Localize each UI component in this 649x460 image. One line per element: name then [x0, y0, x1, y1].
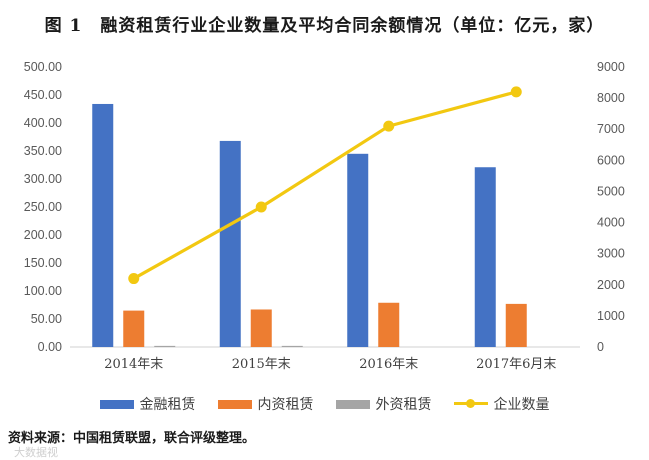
- y-left-tick-label: 50.00: [31, 312, 62, 326]
- bar-finance: [347, 153, 369, 347]
- y-right-tick-label: 0: [597, 340, 604, 354]
- legend-label-count: 企业数量: [493, 397, 550, 413]
- bar-finance: [92, 103, 114, 348]
- bar-foreign: [154, 345, 176, 347]
- point-enterprise-count: [255, 201, 267, 213]
- point-enterprise-count: [128, 273, 140, 285]
- legend-swatch-domestic: [217, 399, 252, 409]
- figure-number: 图 1: [44, 16, 83, 36]
- legend-label-domestic: 内资租赁: [257, 397, 314, 413]
- bar-foreign: [281, 345, 303, 347]
- y-left-tick-label: 350.00: [24, 144, 62, 158]
- y-left-tick-label: 200.00: [24, 228, 62, 242]
- x-tick-label: 2015年末: [232, 357, 291, 372]
- y-right-tick-label: 8000: [597, 91, 625, 105]
- y-right-tick-label: 6000: [597, 153, 625, 167]
- y-left-tick-label: 150.00: [24, 256, 62, 270]
- legend-swatch-foreign: [335, 399, 370, 409]
- y-left-tick-label: 500.00: [24, 60, 62, 74]
- y-right-tick-label: 9000: [597, 60, 625, 74]
- bar-domestic: [378, 302, 400, 347]
- legend-label-finance: 金融租赁: [139, 397, 196, 413]
- bar-finance: [474, 167, 496, 347]
- legend-label-foreign: 外资租赁: [375, 397, 432, 413]
- legend-item-count: 企业数量: [453, 394, 550, 414]
- bar-finance: [219, 140, 241, 347]
- point-enterprise-count: [510, 86, 522, 98]
- legend-item-finance: 金融租赁: [99, 394, 196, 414]
- y-right-tick-label: 2000: [597, 278, 625, 292]
- y-left-tick-label: 300.00: [24, 172, 62, 186]
- bar-domestic: [123, 310, 145, 347]
- x-tick-label: 2016年末: [359, 357, 418, 372]
- y-left-tick-label: 100.00: [24, 284, 62, 298]
- combo-chart: 0.00 50.00 100.00 150.00 200.00 250.00 300.00 3…: [24, 60, 625, 372]
- y-left-tick-label: 0.00: [38, 340, 62, 354]
- y-left-tick-label: 400.00: [24, 116, 62, 130]
- y-left-tick-label: 450.00: [24, 88, 62, 102]
- legend: 金融租赁 内资租赁 外资租赁 企业数量: [0, 394, 649, 414]
- bar-domestic: [505, 303, 527, 347]
- legend-swatch-count: [453, 397, 488, 411]
- legend-swatch-finance: [99, 399, 134, 409]
- y-left-tick-label: 250.00: [24, 200, 62, 214]
- legend-item-domestic: 内资租赁: [217, 394, 314, 414]
- y-right-tick-label: 7000: [597, 122, 625, 136]
- chart-title: 图 1 融资租赁行业企业数量及平均合同余额情况（单位：亿元，家）: [0, 11, 649, 36]
- bar-domestic: [250, 309, 272, 347]
- y-right-tick-label: 3000: [597, 247, 625, 261]
- line-enterprise-count: [132, 90, 517, 280]
- x-tick-label: 2014年末: [104, 357, 163, 372]
- y-right-tick-label: 4000: [597, 216, 625, 230]
- x-tick-label: 2017年6月末: [476, 357, 556, 372]
- watermark-text: 大数据视: [14, 446, 58, 459]
- legend-item-foreign: 外资租赁: [335, 394, 432, 414]
- y-right-tick-label: 1000: [597, 309, 625, 323]
- y-right-tick-label: 5000: [597, 184, 625, 198]
- point-enterprise-count: [383, 120, 395, 132]
- title-text: 融资租赁行业企业数量及平均合同余额情况（单位：亿元，家）: [100, 16, 605, 36]
- source-note: 资料来源：中国租赁联盟，联合评级整理。: [8, 431, 256, 446]
